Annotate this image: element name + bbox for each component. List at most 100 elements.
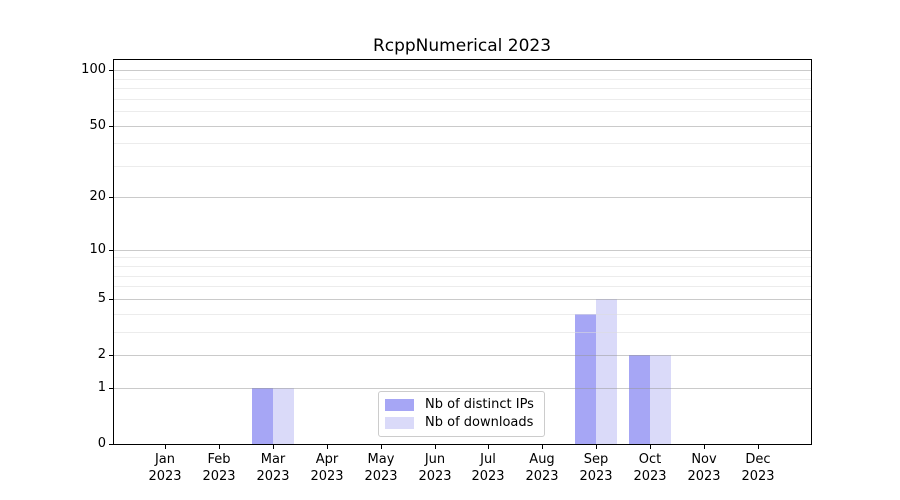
gridline-major-1 — [113, 388, 811, 389]
chart-title: RcppNumerical 2023 — [372, 36, 552, 56]
x-tick-label-year: 2023 — [525, 469, 559, 484]
x-tick-label-month: Jun — [424, 452, 446, 467]
x-tick-label-month: Oct — [638, 452, 662, 467]
axis-spine-left — [113, 59, 114, 445]
legend-entry-downloads: Nb of downloads — [385, 415, 536, 431]
x-tick-label-year: 2023 — [741, 469, 775, 484]
gridline-minor-6 — [113, 286, 811, 287]
x-tick-label-jan: Jan 2023 — [135, 451, 195, 485]
x-tick-apr — [327, 445, 328, 449]
x-tick-label-year: 2023 — [364, 469, 398, 484]
legend-entry-distinct-ips: Nb of distinct IPs — [385, 397, 536, 413]
bar-distinct-ips-mar — [252, 388, 273, 444]
x-tick-label-feb: Feb 2023 — [189, 451, 249, 485]
y-tick-2 — [109, 355, 113, 356]
x-tick-label-nov: Nov 2023 — [674, 451, 734, 485]
x-tick-label-year: 2023 — [633, 469, 667, 484]
x-tick-label-mar: Mar 2023 — [243, 451, 303, 485]
y-tick-label-50: 50 — [89, 118, 106, 133]
y-tick-100 — [109, 70, 113, 71]
x-tick-label-year: 2023 — [579, 469, 613, 484]
gridline-minor-9 — [113, 257, 811, 258]
x-tick-label-month: Jan — [154, 452, 176, 467]
x-tick-label-month: Dec — [745, 452, 771, 467]
x-tick-may — [381, 445, 382, 449]
x-tick-oct — [650, 445, 651, 449]
x-tick-aug — [542, 445, 543, 449]
x-tick-label-year: 2023 — [471, 469, 505, 484]
bar-distinct-ips-oct — [629, 355, 650, 444]
gridline-minor-3 — [113, 332, 811, 333]
gridline-major-2 — [113, 355, 811, 356]
gridline-minor-80 — [113, 88, 811, 89]
x-tick-label-aug: Aug 2023 — [512, 451, 572, 485]
x-tick-jan — [165, 445, 166, 449]
x-tick-label-month: Sep — [583, 452, 609, 467]
axis-spine-top — [113, 59, 812, 60]
chart-legend: Nb of distinct IPs Nb of downloads — [378, 391, 545, 437]
x-tick-label-year: 2023 — [256, 469, 290, 484]
bar-downloads-oct — [650, 355, 671, 444]
x-tick-label-month: Aug — [529, 452, 555, 467]
x-tick-label-jun: Jun 2023 — [405, 451, 465, 485]
x-tick-label-year: 2023 — [310, 469, 344, 484]
x-tick-sep — [596, 445, 597, 449]
x-tick-label-dec: Dec 2023 — [728, 451, 788, 485]
x-tick-label-year: 2023 — [687, 469, 721, 484]
x-tick-label-month: Apr — [315, 452, 339, 467]
bar-distinct-ips-sep — [575, 314, 596, 444]
axis-spine-right — [811, 59, 812, 445]
y-tick-5 — [109, 299, 113, 300]
gridline-minor-40 — [113, 143, 811, 144]
x-tick-feb — [219, 445, 220, 449]
x-tick-label-year: 2023 — [202, 469, 236, 484]
gridline-major-20 — [113, 197, 811, 198]
x-tick-label-oct: Oct 2023 — [620, 451, 680, 485]
gridline-minor-90 — [113, 79, 811, 80]
x-tick-label-sep: Sep 2023 — [566, 451, 626, 485]
x-tick-label-month: Mar — [260, 452, 286, 467]
x-tick-label-year: 2023 — [418, 469, 452, 484]
x-tick-mar — [273, 445, 274, 449]
x-tick-jun — [435, 445, 436, 449]
gridline-minor-30 — [113, 166, 811, 167]
x-tick-nov — [704, 445, 705, 449]
gridline-major-100 — [113, 70, 811, 71]
y-tick-1 — [109, 388, 113, 389]
x-tick-label-apr: Apr 2023 — [297, 451, 357, 485]
x-tick-label-jul: Jul 2023 — [458, 451, 518, 485]
x-tick-jul — [488, 445, 489, 449]
gridline-minor-7 — [113, 276, 811, 277]
y-tick-50 — [109, 126, 113, 127]
gridline-major-5 — [113, 299, 811, 300]
y-tick-10 — [109, 250, 113, 251]
x-tick-dec — [758, 445, 759, 449]
gridline-minor-70 — [113, 99, 811, 100]
y-tick-label-20: 20 — [89, 189, 106, 204]
x-tick-label-month: Feb — [207, 452, 231, 467]
y-tick-label-2: 2 — [97, 347, 106, 362]
axis-spine-bottom — [113, 444, 812, 445]
gridline-major-10 — [113, 250, 811, 251]
x-tick-label-month: Jul — [480, 452, 496, 467]
legend-label-distinct-ips: Nb of distinct IPs — [425, 397, 534, 412]
gridline-minor-60 — [113, 111, 811, 112]
y-tick-label-0: 0 — [97, 436, 106, 451]
x-tick-label-month: May — [367, 452, 395, 467]
bar-downloads-sep — [596, 299, 617, 444]
y-tick-label-100: 100 — [81, 62, 106, 77]
y-tick-label-1: 1 — [97, 380, 106, 395]
gridline-major-50 — [113, 126, 811, 127]
x-tick-label-may: May 2023 — [351, 451, 411, 485]
bar-downloads-mar — [273, 388, 294, 444]
y-tick-20 — [109, 197, 113, 198]
legend-swatch-distinct-ips — [385, 399, 414, 411]
legend-swatch-downloads — [385, 417, 414, 429]
x-tick-label-month: Nov — [691, 452, 717, 467]
y-tick-0 — [109, 444, 113, 445]
legend-label-downloads: Nb of downloads — [425, 415, 534, 430]
x-tick-label-year: 2023 — [148, 469, 182, 484]
gridline-minor-4 — [113, 314, 811, 315]
gridline-minor-8 — [113, 266, 811, 267]
